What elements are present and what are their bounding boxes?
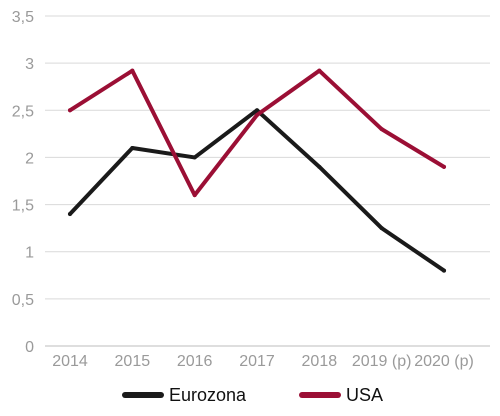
x-tick-label: 2019 (p)	[352, 353, 412, 370]
series-lines	[68, 68, 446, 273]
y-tick-labels: 0 0,5 1 1,5 2 2,5 3 3,5	[12, 9, 34, 356]
data-point	[442, 268, 446, 273]
y-tick-label: 3,5	[12, 9, 34, 26]
data-point	[192, 155, 197, 160]
legend-label: USA	[346, 385, 383, 405]
data-point	[317, 68, 322, 73]
x-tick-label: 2016	[177, 353, 213, 370]
x-tick-labels: 2014 2015 2016 2017 2018 2019 (p) 2020 (p)	[52, 353, 474, 370]
data-point	[379, 226, 384, 231]
data-point	[68, 212, 72, 216]
data-point	[317, 164, 322, 169]
y-tick-label: 2,5	[12, 103, 34, 120]
y-tick-label: 3	[25, 56, 34, 73]
data-point	[255, 113, 259, 117]
y-tick-label: 0	[25, 339, 34, 356]
x-tick-label: 2018	[302, 353, 338, 370]
y-tick-label: 1	[25, 245, 34, 262]
data-point	[192, 193, 197, 198]
y-tick-label: 0,5	[12, 292, 34, 309]
data-point	[68, 108, 72, 113]
x-tick-label: 2017	[239, 353, 275, 370]
data-point	[255, 108, 259, 113]
data-point	[130, 146, 135, 150]
y-tick-label: 1,5	[12, 198, 34, 215]
x-tick-label: 2020 (p)	[414, 353, 474, 370]
data-point	[442, 164, 446, 169]
data-point	[130, 68, 135, 73]
x-tick-label: 2015	[115, 353, 151, 370]
series-line-usa	[68, 68, 446, 198]
x-tick-label: 2014	[52, 353, 88, 370]
legend: Eurozona USA	[122, 385, 383, 405]
grid-lines	[45, 15, 490, 347]
legend-label: Eurozona	[169, 385, 247, 405]
y-tick-label: 2	[25, 150, 34, 167]
data-point	[379, 127, 384, 132]
